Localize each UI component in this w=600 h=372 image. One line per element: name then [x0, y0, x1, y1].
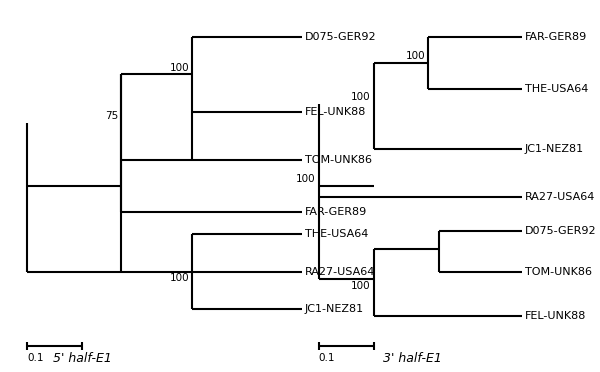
Text: THE-USA64: THE-USA64 [524, 84, 588, 94]
Text: 75: 75 [105, 111, 118, 121]
Text: 100: 100 [170, 62, 190, 73]
Text: FAR-GER89: FAR-GER89 [524, 32, 587, 42]
Text: TOM-UNK86: TOM-UNK86 [524, 267, 592, 276]
Text: RA27-USA64: RA27-USA64 [305, 267, 375, 276]
Text: FEL-UNK88: FEL-UNK88 [524, 311, 586, 321]
Text: 100: 100 [406, 51, 426, 61]
Text: 100: 100 [351, 92, 371, 102]
Text: THE-USA64: THE-USA64 [305, 230, 368, 239]
Text: FEL-UNK88: FEL-UNK88 [305, 107, 366, 116]
Text: D075-GER92: D075-GER92 [305, 32, 376, 42]
Text: 3' half-E1: 3' half-E1 [383, 352, 442, 365]
Text: 0.1: 0.1 [319, 353, 335, 363]
Text: 5' half-E1: 5' half-E1 [53, 352, 112, 365]
Text: JC1-NEZ81: JC1-NEZ81 [305, 304, 364, 314]
Text: 0.1: 0.1 [28, 353, 44, 363]
Text: 100: 100 [296, 174, 316, 184]
Text: TOM-UNK86: TOM-UNK86 [305, 155, 372, 165]
Text: FAR-GER89: FAR-GER89 [305, 207, 367, 217]
Text: RA27-USA64: RA27-USA64 [524, 192, 595, 202]
Text: JC1-NEZ81: JC1-NEZ81 [524, 144, 584, 154]
Text: 100: 100 [170, 273, 190, 283]
Text: 100: 100 [351, 281, 371, 291]
Text: D075-GER92: D075-GER92 [524, 226, 596, 235]
